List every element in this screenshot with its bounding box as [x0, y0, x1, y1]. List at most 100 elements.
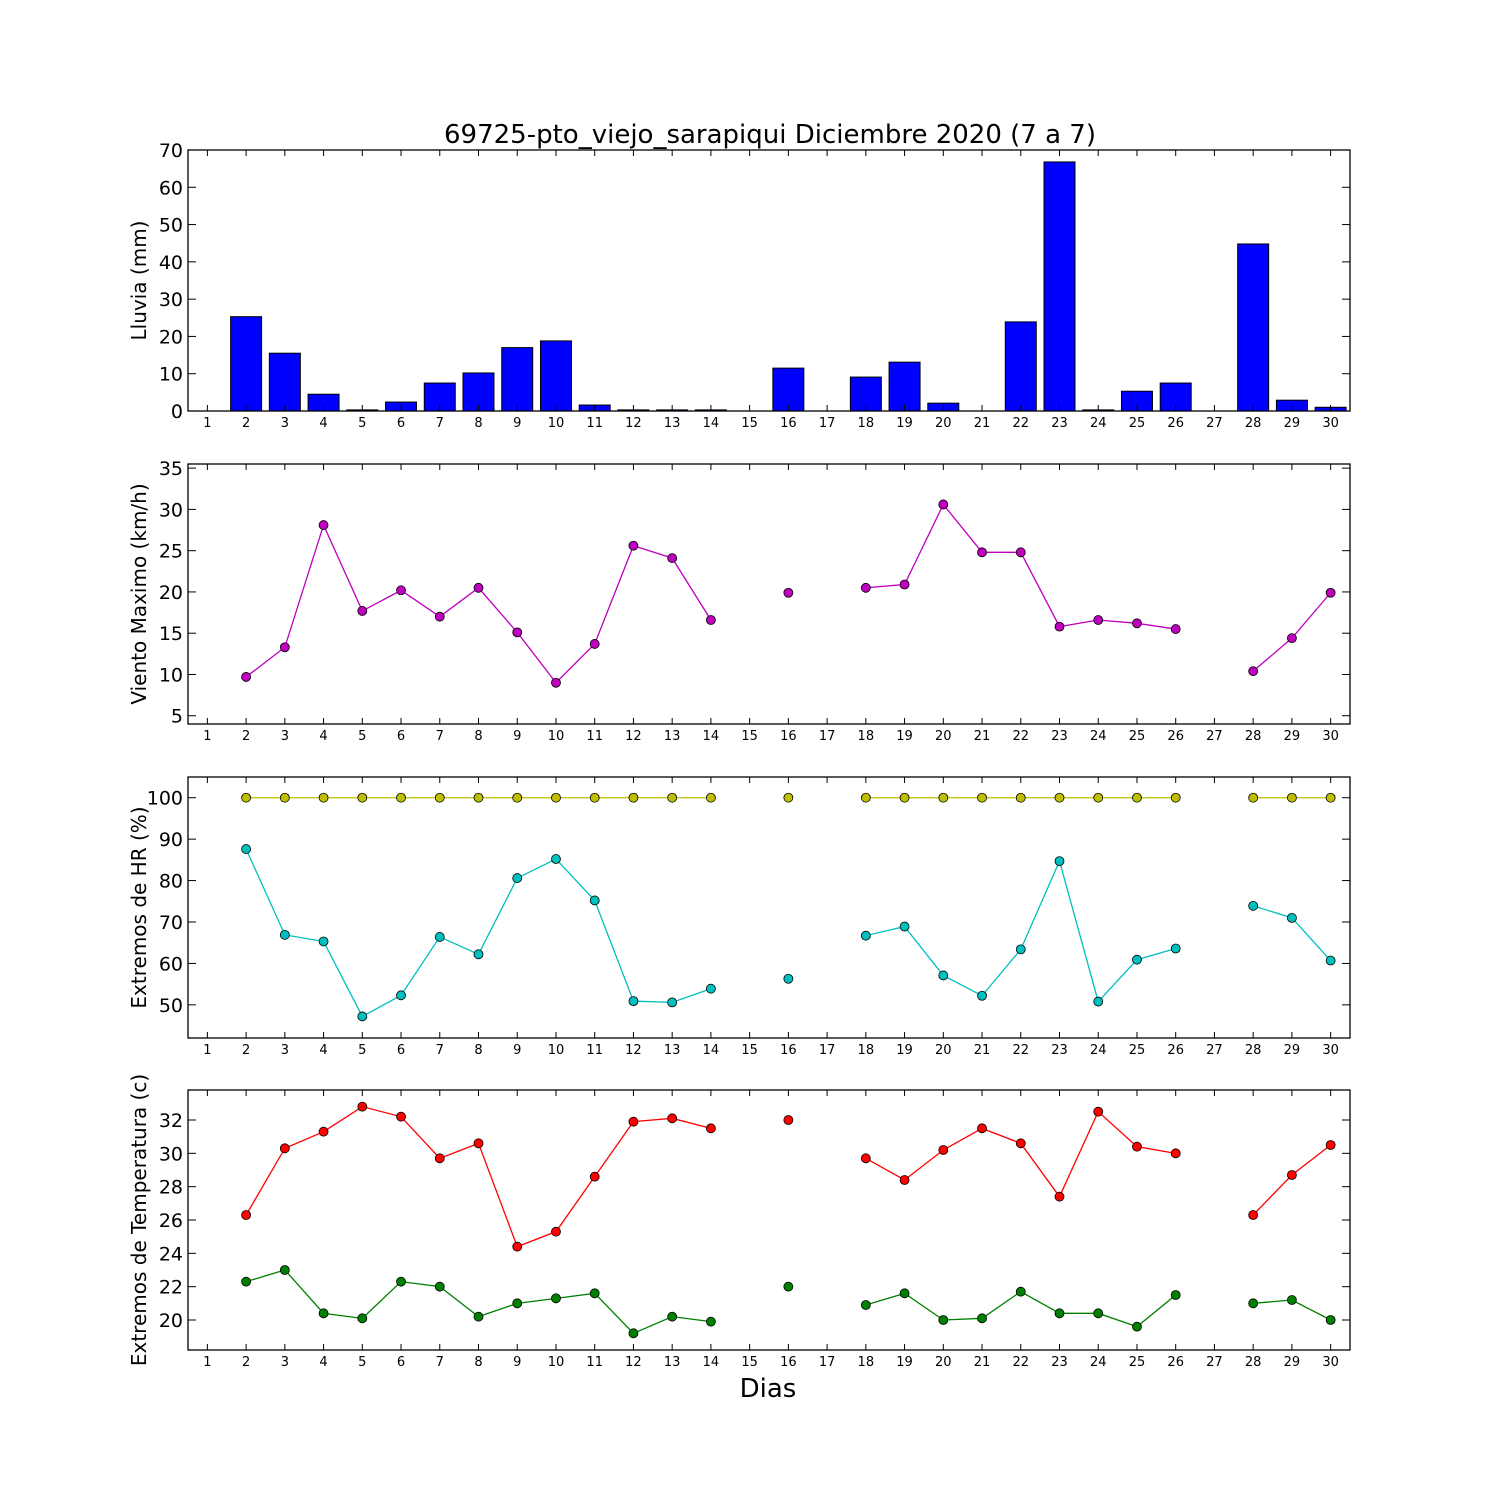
series-1-point-day-24 — [1093, 792, 1104, 803]
series-1-point-day-12 — [628, 1116, 639, 1127]
x-tick-label: 19 — [896, 1355, 913, 1370]
series-1-point-day-25 — [1132, 792, 1142, 803]
x-tick-label: 17 — [819, 1355, 836, 1370]
x-tick-label: 26 — [1167, 416, 1184, 431]
y-tick-label: 90 — [159, 829, 183, 851]
panel-frame — [187, 463, 1351, 725]
series-1-point-day-18 — [860, 582, 871, 593]
bar-day-23 — [1043, 161, 1076, 412]
y-tick-label: 100 — [147, 788, 183, 810]
x-tick-label: 18 — [858, 729, 875, 744]
series-2-point-day-12 — [628, 1328, 639, 1339]
y-axis-label: Lluvia (mm) — [127, 221, 151, 341]
x-tick-label: 24 — [1090, 1355, 1107, 1370]
series-1-point-day-22 — [1015, 792, 1026, 803]
series-1-point-day-25 — [1132, 1141, 1142, 1152]
series-1-point-day-19 — [899, 579, 910, 590]
x-tick-label: 9 — [513, 729, 521, 744]
series-1-point-day-22 — [1015, 1138, 1026, 1149]
bar-day-22 — [1004, 321, 1037, 412]
x-tick-label: 19 — [896, 416, 913, 431]
panel-3: 1 2 3 4 5 6 7 8 9 10 11 12 13 14 15 16 17 18 19 20 21 22 23 24 2… — [127, 776, 1351, 1058]
x-tick-label: 30 — [1322, 1043, 1339, 1058]
series-1-point-day-20 — [938, 1145, 949, 1155]
x-tick-label: 17 — [819, 416, 836, 431]
x-tick-label: 26 — [1167, 729, 1184, 744]
series-2-point-day-5 — [357, 1313, 368, 1324]
series-1-point-day-30 — [1325, 1140, 1336, 1150]
series-2-point-day-23 — [1054, 856, 1065, 866]
x-tick-label: 21 — [974, 1043, 991, 1058]
x-tick-label: 7 — [436, 416, 444, 431]
series-1-point-day-22 — [1015, 547, 1026, 558]
x-tick-label: 11 — [586, 1355, 603, 1370]
series-2-point-day-18 — [860, 1300, 871, 1310]
series-2-point-day-19 — [899, 1288, 910, 1299]
bar-day-19 — [888, 361, 921, 412]
bar-day-2 — [230, 316, 263, 412]
x-tick-label: 27 — [1206, 729, 1223, 744]
x-tick-label: 25 — [1129, 1043, 1146, 1058]
x-tick-label: 27 — [1206, 1043, 1223, 1058]
series-2-point-day-23 — [1054, 1308, 1065, 1319]
x-tick-label: 17 — [819, 1043, 836, 1058]
y-tick-label: 40 — [159, 252, 183, 274]
x-tick-label: 26 — [1167, 1043, 1184, 1058]
series-2-point-day-29 — [1287, 912, 1297, 923]
series-1-point-day-11 — [589, 792, 600, 803]
chart-panels: 1 2 3 4 5 6 7 8 9 10 11 12 13 14 15 16 17 18 19 20 21 22 23 24 2… — [127, 140, 1351, 1370]
y-tick-label: 60 — [159, 953, 183, 975]
series-1-point-day-10 — [551, 677, 561, 688]
x-tick-label: 29 — [1284, 1043, 1301, 1058]
series-1-point-day-26 — [1170, 1148, 1181, 1159]
x-tick-label: 22 — [1012, 1355, 1029, 1370]
series-2-point-day-26 — [1170, 943, 1181, 954]
series-2-point-day-11 — [589, 1288, 600, 1299]
series-2-point-day-24 — [1093, 996, 1104, 1007]
series-1-point-day-8 — [473, 792, 484, 803]
y-tick-label: 30 — [159, 1143, 183, 1165]
series-1-point-day-7 — [434, 792, 445, 803]
x-tick-label: 20 — [935, 1043, 952, 1058]
x-tick-label: 22 — [1012, 416, 1029, 431]
series-1-point-day-26 — [1170, 792, 1181, 803]
panel-frame — [187, 776, 1351, 1039]
series-2-point-day-7 — [434, 932, 445, 942]
series-1-point-day-20 — [938, 792, 949, 803]
series-2-point-day-22 — [1015, 944, 1026, 955]
series-1-point-day-16 — [783, 792, 794, 803]
x-tick-label: 15 — [741, 1355, 758, 1370]
x-tick-label: 25 — [1129, 1355, 1146, 1370]
series-1-point-day-8 — [473, 1138, 484, 1149]
x-tick-label: 5 — [358, 1355, 366, 1370]
series-1-point-day-16 — [783, 1115, 794, 1125]
series-2-point-day-13 — [667, 1311, 678, 1322]
x-tick-label: 11 — [586, 1043, 603, 1058]
series-2-point-day-3 — [279, 929, 290, 940]
x-tick-label: 17 — [819, 729, 836, 744]
series-2-point-day-14 — [706, 983, 716, 994]
x-tick-label: 16 — [780, 416, 797, 431]
series-2-point-day-12 — [628, 996, 639, 1007]
x-tick-label: 9 — [513, 416, 521, 431]
series-1-point-day-2 — [241, 672, 252, 682]
series-1-point-day-6 — [396, 585, 406, 596]
x-tick-label: 19 — [896, 729, 913, 744]
x-tick-label: 14 — [703, 729, 720, 744]
series-2-point-day-16 — [783, 1281, 794, 1292]
x-tick-label: 3 — [281, 416, 289, 431]
series-1-point-day-4 — [318, 520, 329, 530]
x-tick-label: 23 — [1051, 1355, 1068, 1370]
series-1-point-day-14 — [706, 792, 716, 803]
x-axis-label: Dias — [740, 1374, 797, 1404]
series-2-point-day-16 — [783, 973, 794, 984]
y-tick-label: 22 — [159, 1277, 183, 1299]
x-tick-label: 25 — [1129, 416, 1146, 431]
series-1-point-day-13 — [667, 1113, 678, 1124]
series-1-point-day-14 — [706, 1123, 716, 1134]
x-tick-label: 13 — [664, 1355, 681, 1370]
x-tick-label: 20 — [935, 416, 952, 431]
series-1-point-day-12 — [628, 792, 639, 803]
series-1-point-day-3 — [279, 792, 290, 803]
